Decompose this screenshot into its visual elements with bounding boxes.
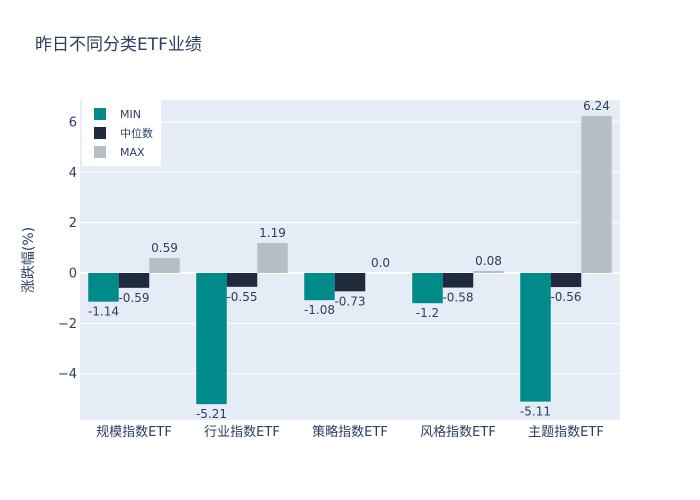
data-label: -0.56 — [550, 290, 581, 304]
data-label: 6.24 — [583, 99, 610, 113]
legend-item-label[interactable]: MIN — [120, 108, 141, 121]
data-label: -0.55 — [226, 290, 257, 304]
bar[interactable] — [88, 272, 119, 302]
x-tick-label: 风格指数ETF — [420, 424, 496, 440]
legend-item-label[interactable]: 中位数 — [120, 126, 153, 140]
data-label: 0.59 — [151, 241, 178, 255]
y-axis-label: 涨跌幅(%) — [21, 227, 37, 293]
bar[interactable] — [581, 115, 612, 273]
bars — [88, 115, 612, 405]
y-tick-label: −4 — [58, 367, 77, 382]
x-tick-label: 行业指数ETF — [204, 425, 280, 440]
bar[interactable] — [118, 272, 150, 288]
y-axis-ticks: −4 −2 0 2 4 6 — [58, 115, 77, 382]
data-label: -1.14 — [88, 305, 119, 319]
bar[interactable] — [520, 272, 551, 402]
y-tick-label: −2 — [58, 317, 77, 332]
data-label: 0.08 — [475, 254, 502, 268]
legend-swatch — [94, 127, 106, 139]
legend-swatch — [94, 108, 106, 120]
data-label: -1.08 — [304, 303, 335, 317]
x-tick-label: 规模指数ETF — [96, 425, 172, 440]
x-tick-label: 主题指数ETF — [528, 425, 604, 440]
data-label: -0.59 — [118, 291, 149, 305]
x-tick-label: 策略指数ETF — [312, 424, 388, 440]
bar[interactable] — [149, 258, 180, 273]
data-label: -0.73 — [334, 294, 365, 308]
legend-item-label[interactable]: MAX — [120, 146, 145, 159]
bar[interactable] — [412, 272, 443, 304]
data-label: -5.21 — [196, 407, 227, 421]
data-label: -0.58 — [442, 291, 473, 305]
y-tick-label: 0 — [69, 266, 77, 281]
y-tick-label: 6 — [69, 115, 77, 130]
bar[interactable] — [334, 272, 366, 292]
bar[interactable] — [304, 272, 335, 301]
bar[interactable] — [257, 243, 288, 273]
data-label: -5.11 — [520, 405, 551, 419]
bar[interactable] — [550, 272, 582, 288]
chart-title: 昨日不同分类ETF业绩 — [35, 35, 202, 55]
x-axis-ticks: 规模指数ETF 行业指数ETF 策略指数ETF 风格指数ETF 主题指数ETF — [96, 424, 604, 440]
data-labels: -1.14 -5.21 -1.08 -1.2 -5.11 -0.59 -0.55 -0.73 -… — [88, 99, 610, 421]
bar[interactable] — [442, 272, 474, 288]
bar[interactable] — [226, 272, 258, 287]
data-label: 1.19 — [259, 226, 286, 240]
legend[interactable]: MIN 中位数 MAX — [82, 100, 161, 166]
y-tick-label: 4 — [69, 166, 77, 181]
data-label: -1.2 — [416, 306, 439, 320]
y-tick-label: 2 — [69, 216, 77, 231]
bar[interactable] — [473, 270, 504, 273]
legend-swatch — [94, 146, 106, 158]
data-label: 0.0 — [371, 256, 390, 270]
bar[interactable] — [196, 272, 227, 405]
